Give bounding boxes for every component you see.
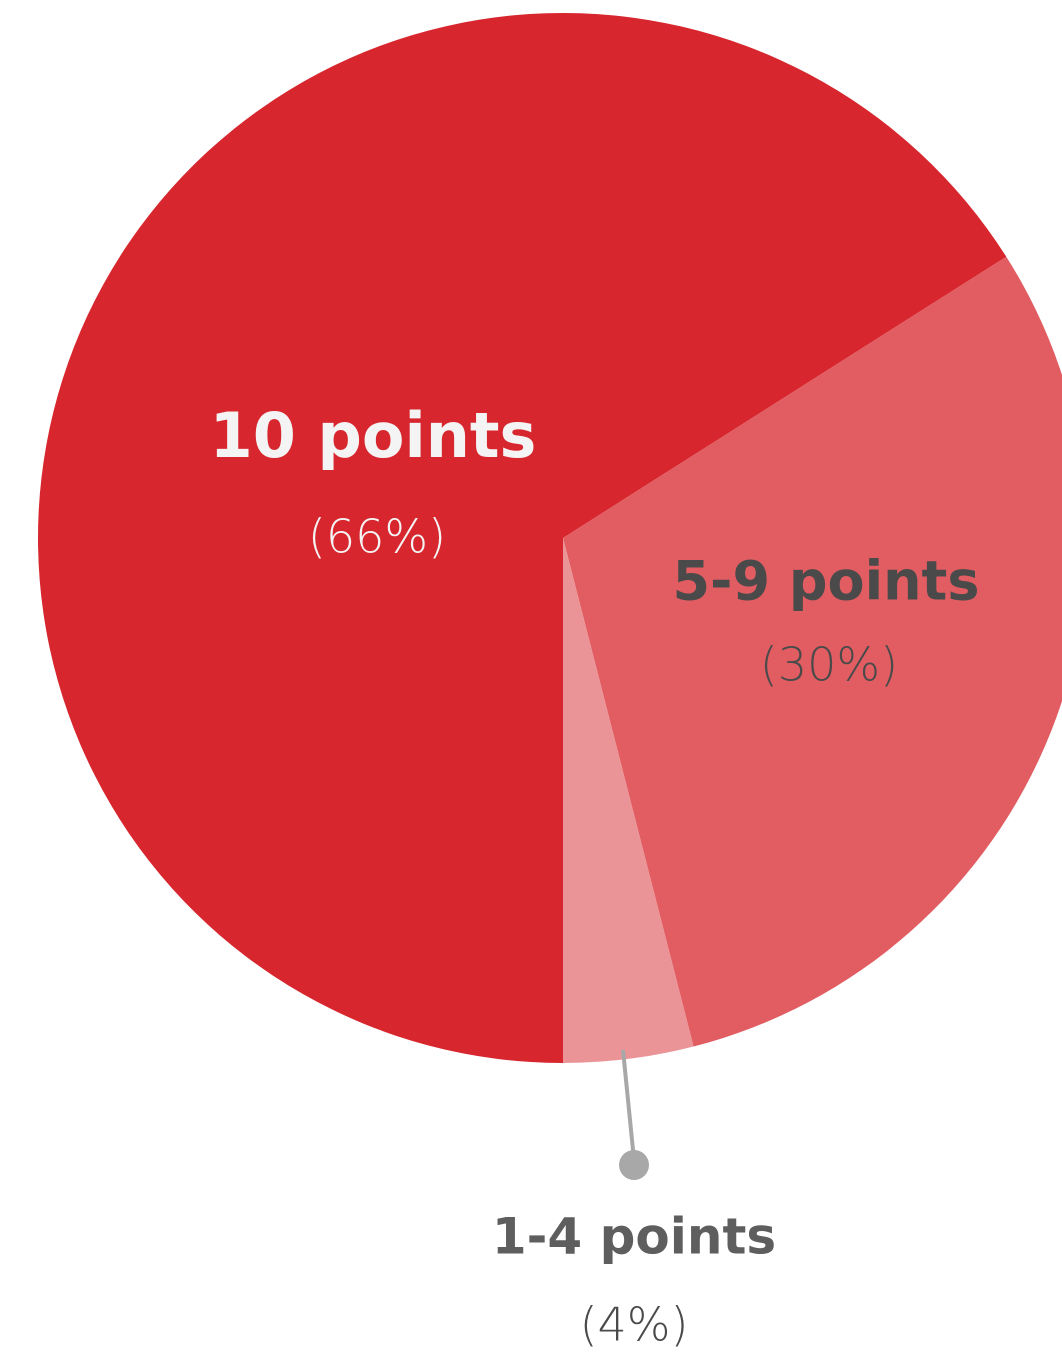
slice-value-label: (4%) <box>580 1298 689 1352</box>
pie-slice <box>563 256 1062 1047</box>
slice-value-label: (30%) <box>760 638 898 692</box>
leader-line <box>621 1049 636 1161</box>
pie-slice <box>37 12 1007 1064</box>
leader-dot <box>619 1150 649 1180</box>
slice-label: 5-9 points <box>672 550 979 613</box>
slice-value-label: (66%) <box>308 510 446 564</box>
slice-label: 10 points <box>210 399 537 472</box>
pie-slice <box>563 538 694 1063</box>
slice-label: 1-4 points <box>492 1208 776 1266</box>
